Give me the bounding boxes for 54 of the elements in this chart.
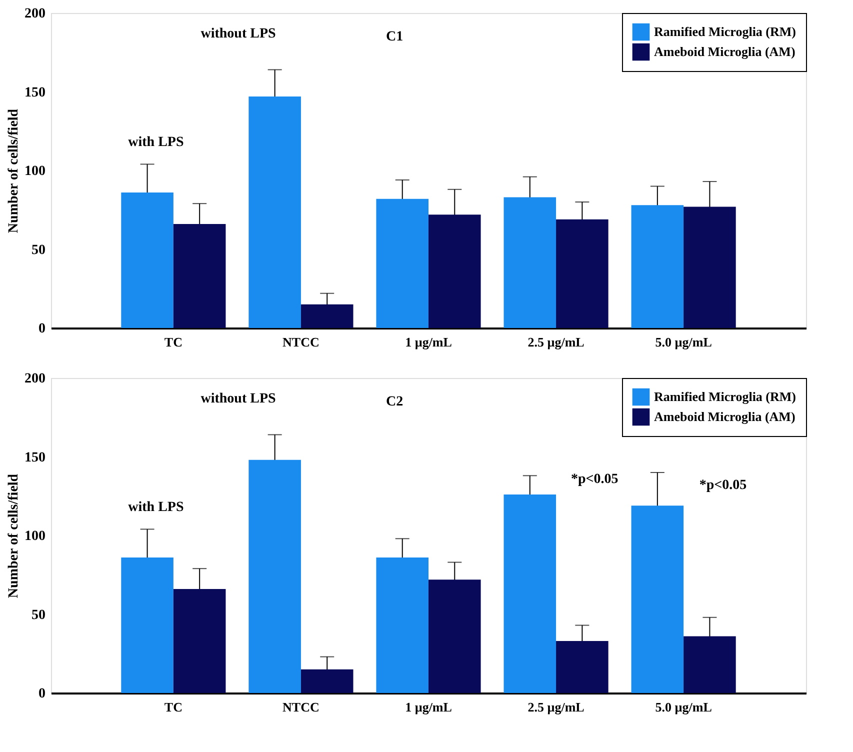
x-tick-label: NTCC <box>282 334 320 350</box>
annotation: C1 <box>386 30 404 45</box>
y-tick-label: 100 <box>24 529 46 544</box>
bar <box>684 636 736 693</box>
x-tick-label: TC <box>164 700 182 714</box>
y-tick-label: 100 <box>24 164 46 179</box>
bar <box>173 224 226 328</box>
y-tick-label: 200 <box>24 6 46 22</box>
x-tick-label: 2.5 µg/mL <box>528 334 585 350</box>
bar <box>300 304 354 328</box>
bar <box>428 214 481 328</box>
bar <box>173 589 226 693</box>
x-tick-label: 5.0 µg/mL <box>655 700 712 714</box>
bar <box>376 198 428 328</box>
y-tick-label: 150 <box>24 85 46 100</box>
y-tick-label: 150 <box>24 450 46 466</box>
legend-label: Ramified Microglia (RM) <box>654 389 796 404</box>
x-tick-label: TC <box>164 334 182 350</box>
y-axis-title: Number of cells/field <box>6 108 22 234</box>
x-tick-label: 1 µg/mL <box>405 700 452 714</box>
legend-label: Ameboid Microglia (AM) <box>654 44 796 59</box>
y-tick-label: 0 <box>38 686 46 702</box>
legend-label: Ramified Microglia (RM) <box>654 24 796 39</box>
bar <box>556 219 608 328</box>
bar <box>300 669 354 693</box>
bar <box>376 558 428 693</box>
bar <box>504 494 556 693</box>
bar <box>121 192 174 328</box>
y-tick-label: 0 <box>38 322 46 336</box>
bar <box>248 96 301 328</box>
x-tick-label: 2.5 µg/mL <box>528 700 585 714</box>
annotation: C2 <box>386 394 404 410</box>
bar <box>556 641 608 693</box>
annotation: with LPS <box>128 135 184 150</box>
x-tick-label: 5.0 µg/mL <box>655 334 712 350</box>
bar <box>631 506 684 693</box>
bar <box>631 205 684 328</box>
annotation: *p<0.05 <box>570 472 618 487</box>
y-tick-label: 50 <box>32 242 46 258</box>
x-tick-label: NTCC <box>282 700 320 714</box>
annotation: without LPS <box>200 26 276 42</box>
annotation: *p<0.05 <box>699 478 747 494</box>
x-tick-label: 1 µg/mL <box>405 334 452 350</box>
y-tick-label: 50 <box>32 608 46 623</box>
bar <box>248 460 301 693</box>
bar <box>504 197 556 328</box>
bar <box>428 580 481 693</box>
legend-label: Ameboid Microglia (AM) <box>654 409 796 424</box>
bar <box>684 206 736 328</box>
y-axis-title: Number of cells/field <box>6 474 22 598</box>
bar <box>121 558 174 693</box>
y-tick-label: 200 <box>24 372 46 386</box>
annotation: with LPS <box>128 500 184 516</box>
annotation: without LPS <box>200 391 276 406</box>
